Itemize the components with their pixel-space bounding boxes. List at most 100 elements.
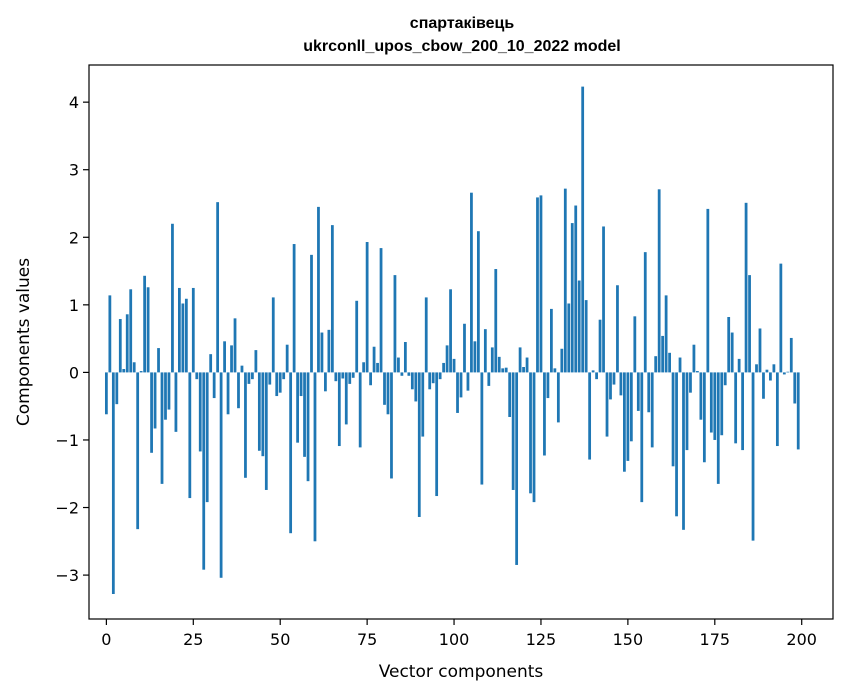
- x-tick-label: 25: [183, 630, 203, 649]
- bar-component-62: [320, 332, 324, 373]
- bar-component-197: [789, 337, 793, 373]
- bar-component-125: [539, 195, 543, 373]
- bar-component-184: [744, 202, 748, 373]
- bar-component-18: [167, 372, 171, 410]
- bar-component-83: [393, 275, 397, 373]
- bar-component-150: [626, 372, 630, 461]
- bar-component-57: [303, 372, 306, 457]
- bar-component-169: [692, 344, 696, 373]
- bar-component-26: [195, 372, 199, 380]
- bar-component-132: [563, 188, 567, 373]
- bar-component-149: [623, 372, 626, 472]
- bar-component-24: [188, 372, 192, 499]
- bar-component-115: [504, 367, 508, 373]
- bar-component-87: [407, 372, 411, 376]
- bar-component-14: [153, 372, 157, 429]
- bar-component-192: [772, 364, 776, 373]
- bar-component-127: [546, 372, 550, 399]
- bar-component-67: [337, 372, 341, 447]
- bar-component-142: [598, 319, 602, 373]
- bar-component-3: [115, 372, 119, 405]
- bar-component-75: [365, 242, 369, 373]
- bar-component-124: [536, 197, 539, 373]
- bar-component-175: [713, 372, 717, 440]
- bar-component-0: [104, 372, 108, 415]
- bar-component-92: [424, 297, 428, 373]
- bar-component-170: [696, 371, 699, 373]
- bar-component-102: [459, 372, 463, 398]
- bar-component-151: [629, 372, 633, 442]
- bar-component-103: [463, 323, 466, 373]
- bar-component-121: [525, 357, 529, 373]
- bar-component-110: [487, 372, 491, 386]
- y-axis-ticks: −3 −2 −1 0 1 2 3 4: [55, 93, 89, 585]
- bar-component-60: [313, 372, 317, 542]
- bar-component-180: [730, 332, 734, 373]
- bar-component-54: [292, 244, 296, 373]
- bar-component-156: [647, 372, 651, 413]
- bar-component-120: [522, 367, 525, 373]
- bar-component-45: [261, 372, 265, 457]
- bar-component-35: [226, 372, 230, 415]
- bar-component-174: [709, 372, 713, 433]
- x-tick-label: 0: [101, 630, 111, 649]
- bar-component-171: [699, 372, 703, 420]
- bar-component-53: [289, 372, 293, 534]
- bar-component-73: [358, 372, 362, 448]
- y-tick-label: 0: [69, 363, 79, 382]
- bar-component-139: [588, 372, 592, 460]
- bar-component-135: [574, 205, 578, 373]
- bar-component-185: [748, 275, 751, 373]
- bar-component-145: [609, 372, 612, 400]
- bars-group: [104, 86, 800, 594]
- bar-component-68: [341, 372, 345, 379]
- bar-component-95: [435, 372, 439, 497]
- bar-component-29: [205, 372, 209, 503]
- bar-component-17: [164, 372, 167, 420]
- bar-component-46: [264, 372, 268, 490]
- bar-component-181: [734, 372, 738, 444]
- bar-component-143: [602, 226, 605, 373]
- x-tick-label: 125: [526, 630, 557, 649]
- bar-component-71: [351, 372, 355, 378]
- bar-component-101: [456, 372, 459, 413]
- bar-component-20: [174, 372, 178, 432]
- bar-component-161: [664, 295, 668, 373]
- bar-component-147: [616, 285, 619, 373]
- bar-component-137: [581, 86, 585, 373]
- bar-component-91: [421, 372, 425, 437]
- x-tick-label: 200: [786, 630, 817, 649]
- bar-component-21: [178, 287, 181, 373]
- bar-component-160: [661, 335, 665, 373]
- bar-component-187: [755, 364, 758, 373]
- bar-component-196: [786, 371, 790, 373]
- bar-component-108: [480, 372, 484, 485]
- bar-component-107: [476, 231, 480, 373]
- y-tick-label: 2: [69, 228, 79, 247]
- bar-component-119: [518, 347, 522, 373]
- bar-component-129: [553, 368, 557, 373]
- bar-component-39: [240, 365, 244, 373]
- bar-component-64: [327, 329, 331, 373]
- bar-component-16: [160, 372, 164, 484]
- bar-component-44: [257, 372, 261, 451]
- bar-component-89: [414, 372, 418, 402]
- bar-component-140: [591, 370, 595, 373]
- bar-component-133: [567, 303, 571, 373]
- bar-component-12: [146, 287, 150, 373]
- bar-component-198: [793, 372, 797, 404]
- bar-component-55: [296, 372, 299, 443]
- bar-component-183: [741, 372, 744, 451]
- bar-component-131: [560, 348, 564, 373]
- bar-component-41: [247, 372, 251, 384]
- bar-component-117: [511, 372, 515, 490]
- x-axis-ticks: 0 25 50 75 100 125 150 175 200: [101, 619, 817, 649]
- bar-component-182: [737, 358, 741, 373]
- bar-component-97: [442, 362, 446, 373]
- bar-component-56: [299, 372, 303, 397]
- bar-component-105: [470, 192, 473, 373]
- bar-component-79: [379, 248, 383, 373]
- bar-component-123: [532, 372, 536, 503]
- bar-component-162: [668, 352, 671, 373]
